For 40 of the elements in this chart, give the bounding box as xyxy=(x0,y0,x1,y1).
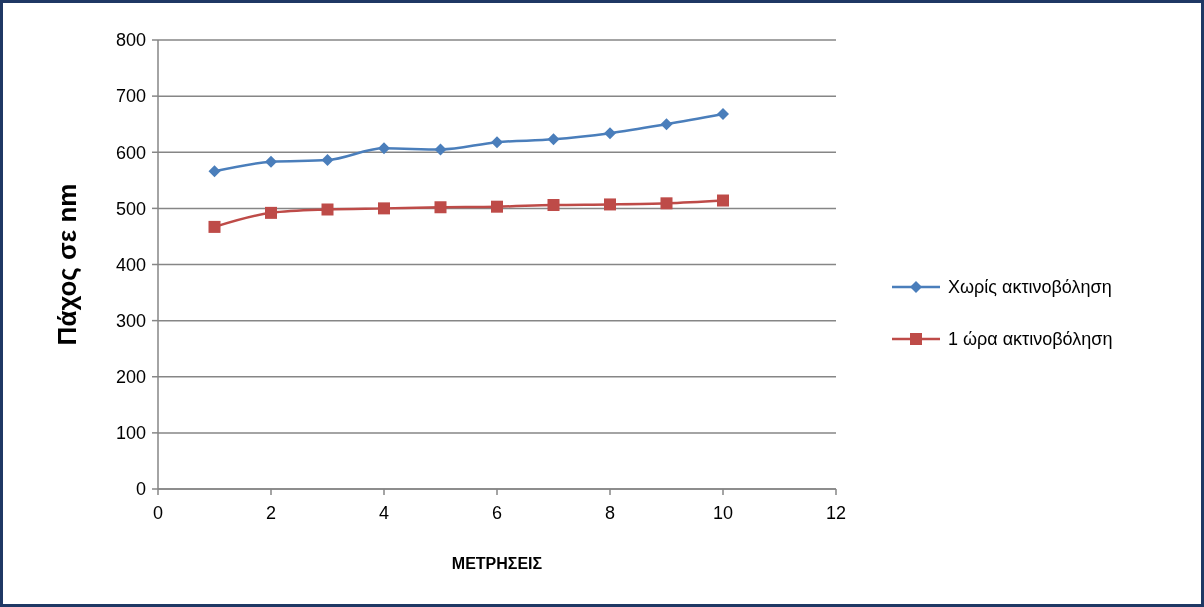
point xyxy=(378,202,390,215)
point xyxy=(491,136,503,149)
x-tick-label: 8 xyxy=(604,503,616,523)
point xyxy=(717,194,729,207)
legend-label: 1 ώρα ακτινοβόληση xyxy=(948,329,1113,350)
point xyxy=(434,143,447,156)
point xyxy=(321,203,334,216)
x-tick-label: 4 xyxy=(378,503,390,523)
y-tick-label: 0 xyxy=(135,479,146,500)
legend-label: Χωρίς ακτινοβόληση xyxy=(948,277,1112,298)
point xyxy=(434,201,447,214)
point xyxy=(660,197,673,210)
y-axis-title: Πάχος σε nm xyxy=(52,183,82,346)
point xyxy=(717,108,729,121)
point xyxy=(208,165,221,178)
x-tick-label: 12 xyxy=(825,503,847,523)
y-tick-label: 600 xyxy=(115,142,146,163)
y-tick-label: 200 xyxy=(115,367,146,388)
point xyxy=(378,142,390,155)
point xyxy=(321,154,334,167)
x-axis-title: ΜΕΤΡΗΣΕΙΣ xyxy=(451,555,543,572)
point xyxy=(265,206,277,219)
point xyxy=(547,199,560,212)
point xyxy=(208,220,221,233)
y-tick-label: 500 xyxy=(115,198,146,219)
point xyxy=(604,198,616,211)
y-tick-label: 700 xyxy=(115,86,146,107)
point xyxy=(547,133,560,146)
y-tick-label: 100 xyxy=(115,423,146,444)
y-tick-label: 300 xyxy=(115,310,146,331)
point xyxy=(265,155,277,168)
y-tick-label: 800 xyxy=(115,30,146,51)
x-tick-label: 6 xyxy=(491,503,503,523)
point xyxy=(660,118,673,131)
point xyxy=(604,127,616,140)
y-tick-label: 400 xyxy=(115,254,146,275)
x-tick-label: 10 xyxy=(712,503,734,523)
x-tick-label: 2 xyxy=(265,503,277,523)
point xyxy=(491,200,503,213)
x-tick-label: 0 xyxy=(152,503,164,523)
